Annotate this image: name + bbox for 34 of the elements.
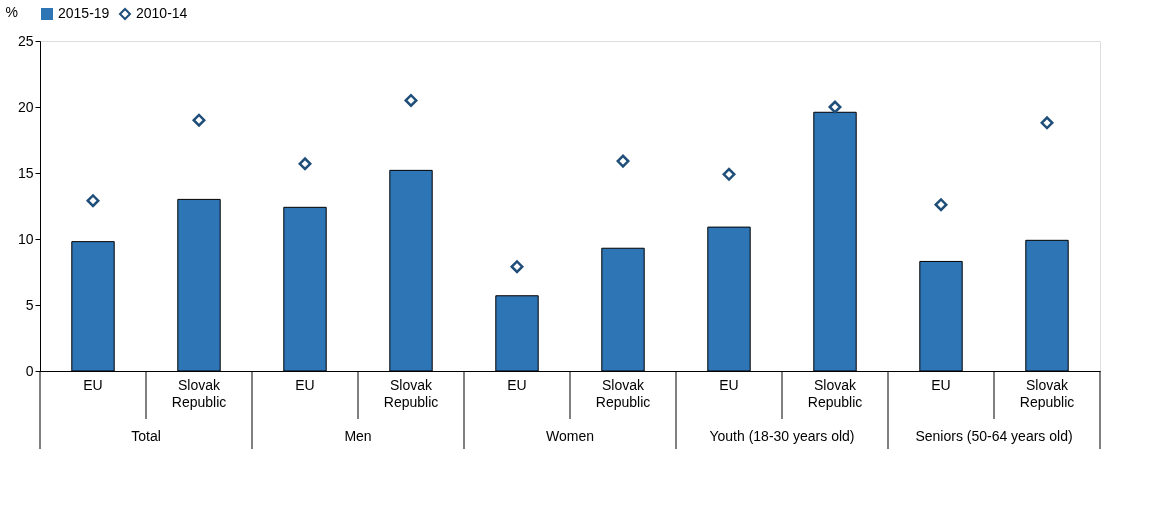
x-tick-label: EU (507, 377, 527, 393)
y-tick-label: 20 (17, 98, 34, 115)
x-tick-label: Slovak Republic (383, 377, 439, 410)
text: Total (131, 428, 161, 444)
x-tick-label: EU (295, 377, 315, 393)
y-tick-label: 5 (25, 296, 34, 313)
y-tick-label: 10 (17, 230, 34, 247)
text: Men (344, 428, 372, 444)
y-tick-label: 25 (17, 32, 34, 49)
point (86, 194, 100, 208)
x-tick-label: EU (931, 377, 951, 393)
x-tick-label: Slovak Republic (1019, 377, 1075, 410)
y-tick-label: 15 (17, 164, 34, 181)
point (510, 260, 524, 274)
point (298, 157, 312, 171)
point (934, 198, 948, 212)
point (192, 113, 206, 127)
text: Seniors (50-64 years old) (915, 428, 1073, 444)
x-tick-label: EU (719, 377, 739, 393)
y-tick-label: 0 (25, 362, 34, 379)
text: Youth (18-30 years old) (709, 428, 855, 444)
y-axis-title: % (5, 3, 18, 20)
legend-label: 2010-14 (136, 5, 188, 21)
point (404, 93, 418, 107)
x-tick-label: Slovak Republic (807, 377, 863, 410)
point (722, 167, 736, 181)
point (1040, 116, 1054, 130)
x-tick-label: Slovak Republic (171, 377, 227, 410)
point (828, 100, 842, 114)
x-tick-label: Slovak Republic (595, 377, 651, 410)
point (616, 154, 630, 168)
x-tick-label: EU (83, 377, 103, 393)
legend-label: 2015-19 (58, 5, 110, 21)
text: Women (546, 428, 594, 444)
